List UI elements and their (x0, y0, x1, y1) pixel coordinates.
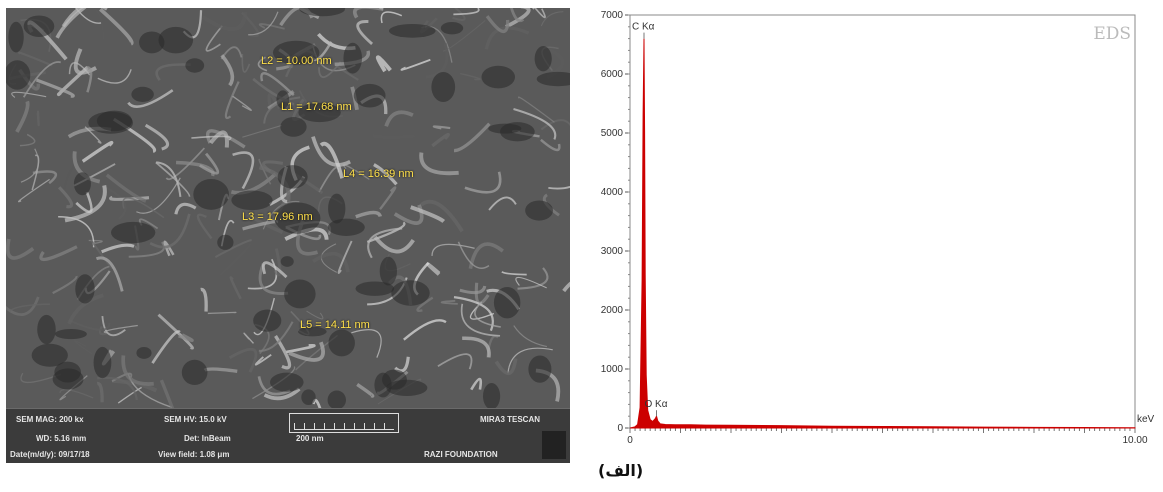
measurement-l4: L4 = 16.39 nm (343, 168, 414, 180)
sem-info-bar: SEM MAG: 200 kx SEM HV: 15.0 kV WD: 5.16… (6, 408, 570, 463)
y-tick-label: 2000 (601, 305, 624, 316)
y-tick-label: 0 (617, 423, 623, 434)
eds-chart: 0 1000 2000 3000 4000 5000 6000 7000 0 10.00 keV C … (601, 10, 1155, 446)
y-tick-label: 1000 (601, 364, 624, 375)
plot-frame (629, 14, 1136, 429)
sem-detector: Det: InBeam (184, 434, 231, 443)
scale-bar (289, 413, 399, 433)
sem-micrograph: L2 = 10.00 nm L1 = 17.68 nm L4 = 16.39 n… (6, 8, 570, 463)
y-tick-label: 3000 (601, 246, 624, 257)
sem-texture-image (6, 8, 570, 408)
peak-label-o: O Kα (645, 399, 668, 410)
measurement-l3: L3 = 17.96 nm (242, 211, 313, 223)
y-tick-label: 5000 (601, 128, 624, 139)
spectrum-series (629, 38, 1136, 429)
sem-view-field: View field: 1.08 μm (158, 450, 230, 459)
sem-mag: SEM MAG: 200 kx (16, 415, 84, 424)
eds-label: EDS (1093, 24, 1131, 44)
scale-bar-label: 200 nm (296, 434, 324, 443)
x-tick-label: 0 (627, 435, 633, 446)
x-axis-unit: keV (1137, 414, 1155, 425)
measurement-l2: L2 = 10.00 nm (261, 55, 332, 67)
instrument-name: MIRA3 TESCAN (480, 415, 541, 424)
sem-hv: SEM HV: 15.0 kV (164, 415, 227, 424)
y-tick-label: 6000 (601, 69, 624, 80)
measurement-l1: L1 = 17.68 nm (281, 101, 352, 113)
y-tick-label: 7000 (601, 10, 624, 21)
figure-caption: (الف) (598, 461, 644, 480)
y-tick-label: 4000 (601, 187, 624, 198)
measurement-l5: L5 = 14.11 nm (300, 319, 370, 331)
foundation-name: RAZI FOUNDATION (424, 450, 498, 459)
x-tick-label: 10.00 (1122, 435, 1147, 446)
sem-date: Date(m/d/y): 09/17/18 (10, 450, 90, 459)
sem-wd: WD: 5.16 mm (36, 434, 87, 443)
tescan-logo (542, 431, 566, 459)
peak-label-c: C Kα (632, 22, 655, 33)
